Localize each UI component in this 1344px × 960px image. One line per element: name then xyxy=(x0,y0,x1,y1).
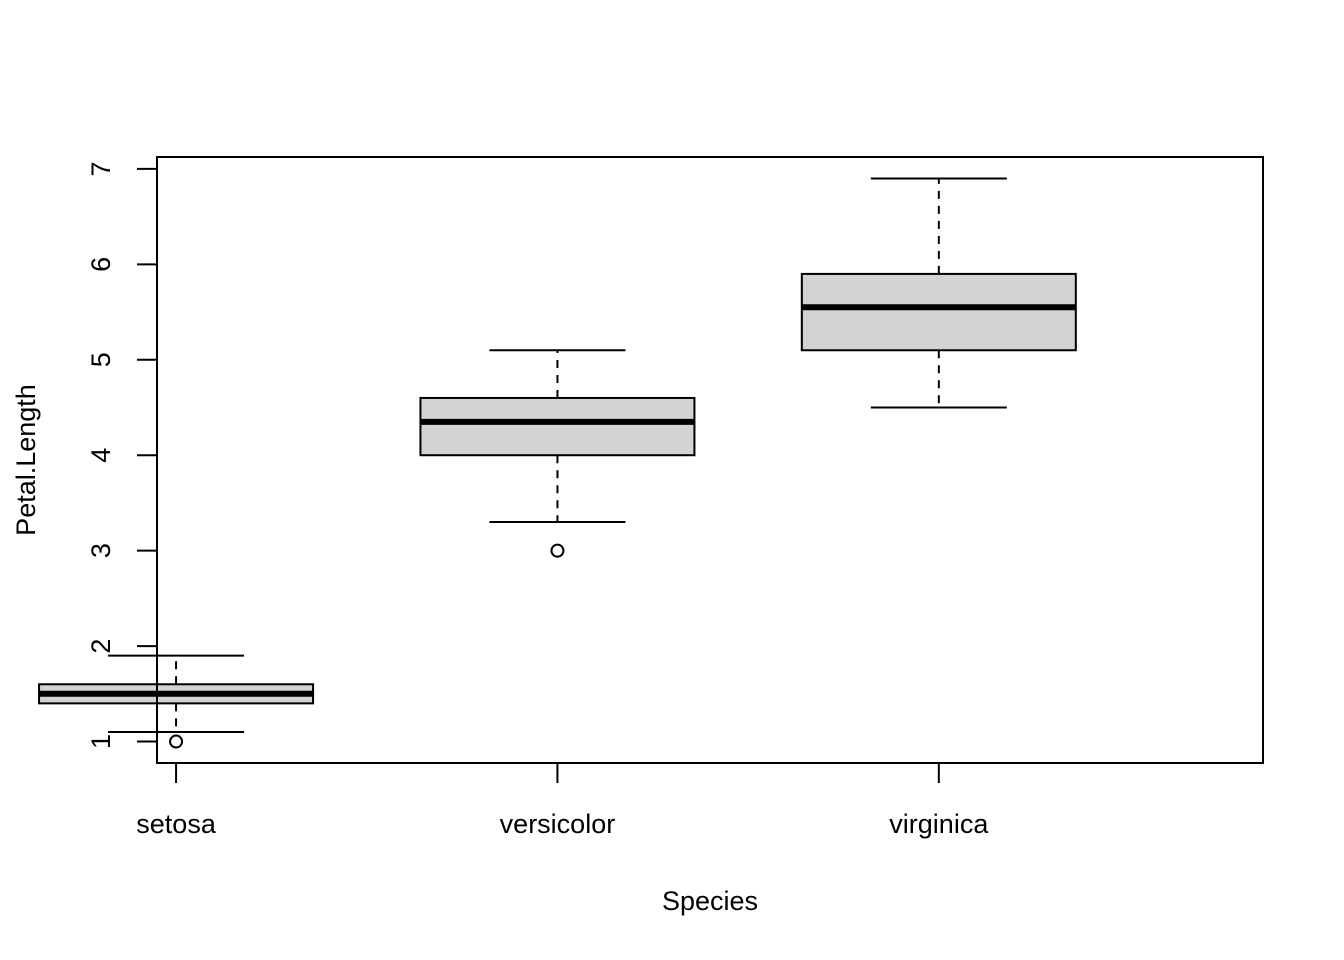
y-axis: 1 2 3 4 5 6 7 xyxy=(86,161,157,749)
y-tick-label: 2 xyxy=(86,639,116,654)
x-tick-label-setosa: setosa xyxy=(136,809,217,839)
x-tick-label-virginica: virginica xyxy=(889,809,989,839)
boxes-layer xyxy=(38,177,1077,749)
plot-frame xyxy=(156,156,1264,764)
y-tick-label: 5 xyxy=(86,352,116,367)
x-axis: setosa versicolor virginica xyxy=(136,763,989,839)
iqr-box xyxy=(800,272,1077,352)
y-tick-label: 4 xyxy=(86,448,116,463)
outlier-point xyxy=(550,543,565,558)
y-tick-label: 1 xyxy=(86,734,116,749)
box-virginica xyxy=(800,177,1077,409)
y-axis-title: Petal.Length xyxy=(11,384,41,536)
iqr-box xyxy=(419,396,696,457)
y-tick-label: 3 xyxy=(86,543,116,558)
x-tick-label-versicolor: versicolor xyxy=(500,809,616,839)
y-tick-label: 7 xyxy=(86,161,116,176)
box-versicolor xyxy=(419,349,696,558)
x-axis-title: Species xyxy=(662,886,758,916)
box-setosa xyxy=(38,654,315,749)
outlier-point xyxy=(169,734,184,749)
y-tick-label: 6 xyxy=(86,257,116,272)
